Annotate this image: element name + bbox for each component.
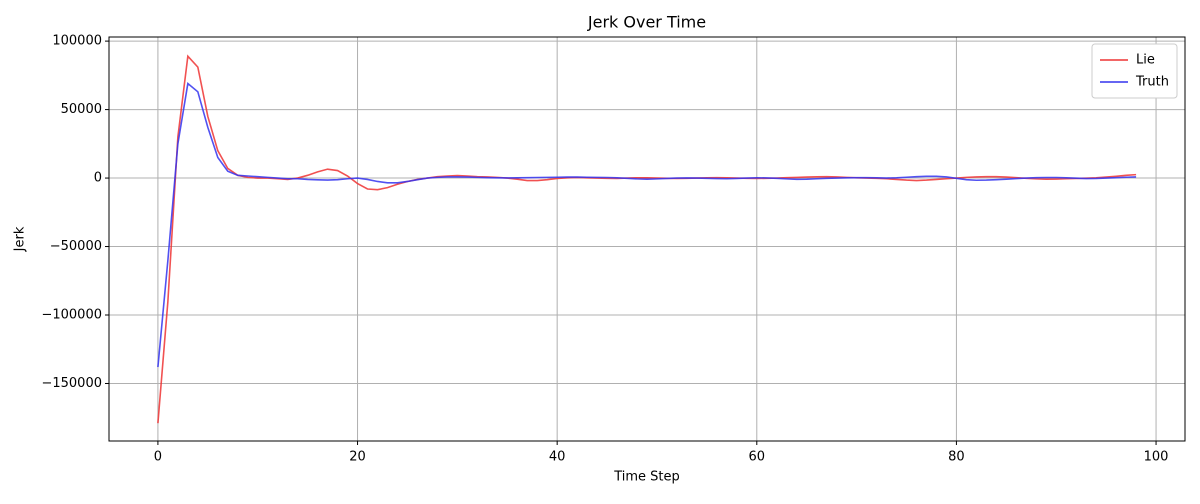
data-line	[157, 54, 1137, 424]
x-tick-label: 20	[349, 450, 366, 465]
x-axis-label: Time Step	[613, 470, 680, 485]
legend-label: Truth	[1135, 75, 1169, 90]
y-tick-label: −100000	[41, 308, 102, 323]
chart-title: Jerk Over Time	[587, 13, 706, 32]
y-tick-label: 0	[94, 171, 102, 186]
x-tick-label: 40	[549, 450, 566, 465]
y-tick-label: −150000	[41, 376, 102, 391]
y-tick-label: −50000	[50, 239, 102, 254]
x-tick-label: 0	[154, 450, 162, 465]
y-tick-label: 100000	[52, 34, 102, 49]
y-axis-label: Jerk	[13, 226, 28, 252]
plot-frame	[108, 36, 1186, 442]
legend-label: Lie	[1136, 53, 1155, 68]
y-tick-label: 50000	[61, 102, 102, 117]
x-tick-label: 80	[948, 450, 965, 465]
data-line	[157, 82, 1137, 368]
legend-box	[1091, 43, 1178, 99]
x-tick-label: 60	[749, 450, 766, 465]
x-tick-label: 100	[1144, 450, 1169, 465]
